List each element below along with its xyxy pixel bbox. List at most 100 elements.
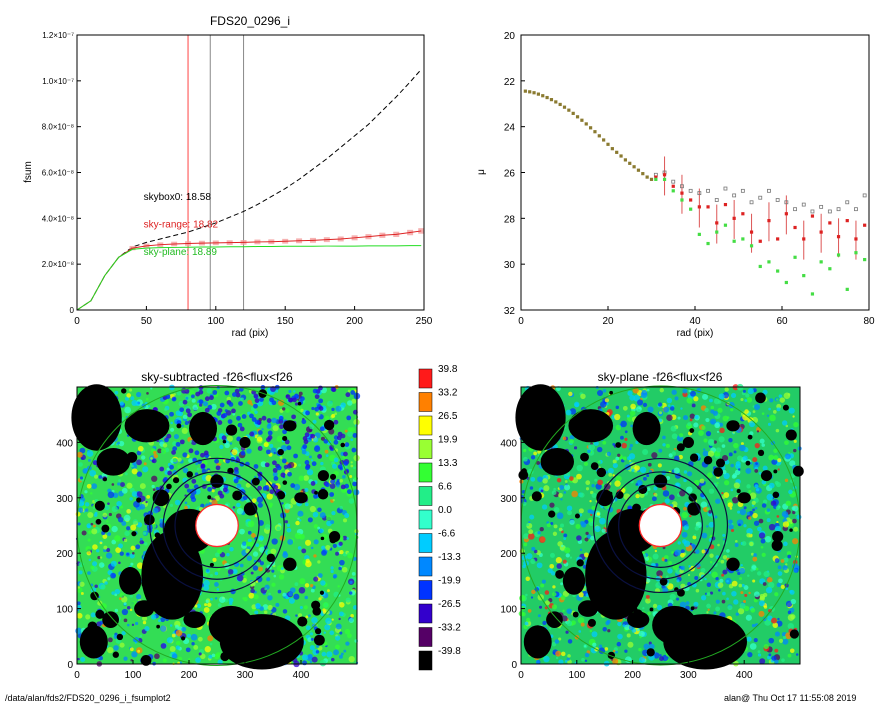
noise-blob xyxy=(294,582,299,587)
mask-blob xyxy=(523,625,552,659)
colorbar-swatch xyxy=(418,533,433,553)
noise-blob xyxy=(111,483,115,486)
noise-blob xyxy=(334,635,341,641)
noise-blob xyxy=(643,476,647,481)
noise-blob xyxy=(153,450,157,455)
mask-blob xyxy=(101,524,110,533)
noise-blob xyxy=(768,523,776,531)
noise-blob xyxy=(544,590,550,595)
noise-blob xyxy=(561,615,568,622)
noise-blob xyxy=(136,450,142,456)
noise-blob xyxy=(571,490,578,498)
noise-blob xyxy=(560,595,566,601)
noise-blob xyxy=(115,547,122,554)
noise-blob xyxy=(750,568,754,572)
colorbar-swatch xyxy=(418,509,433,530)
noise-blob xyxy=(537,614,541,618)
inner-profile-point xyxy=(523,89,527,93)
noise-blob xyxy=(778,638,784,643)
noise-blob xyxy=(750,607,756,613)
noise-blob xyxy=(666,414,673,421)
noise-blob xyxy=(709,591,714,595)
noise-blob xyxy=(111,525,118,533)
noise-blob xyxy=(261,415,267,421)
noise-blob xyxy=(92,544,98,550)
noise-blob xyxy=(182,414,188,420)
noise-blob xyxy=(131,468,138,475)
noise-blob xyxy=(350,464,354,468)
noise-blob xyxy=(657,463,662,468)
noise-blob xyxy=(629,443,633,448)
noise-blob xyxy=(310,433,316,439)
noise-blob xyxy=(194,604,198,608)
noise-blob xyxy=(347,552,353,559)
noise-blob xyxy=(700,574,705,579)
noise-blob xyxy=(565,409,572,416)
x-tick-label: 80 xyxy=(863,316,875,327)
noise-blob xyxy=(191,398,196,403)
noise-blob xyxy=(82,468,89,474)
x-tick-label: 200 xyxy=(624,670,641,681)
noise-blob xyxy=(275,602,280,607)
noise-blob xyxy=(237,422,243,428)
noise-blob xyxy=(350,390,356,395)
noise-blob xyxy=(123,514,131,522)
x-tick-label: 200 xyxy=(181,670,198,681)
sky-plane-point xyxy=(723,223,728,227)
noise-blob xyxy=(270,548,277,555)
noise-blob xyxy=(615,456,620,461)
noise-blob xyxy=(273,475,279,481)
noise-blob xyxy=(749,541,754,547)
sky-plane-point xyxy=(845,287,849,291)
noise-blob xyxy=(329,630,335,636)
noise-blob xyxy=(782,521,790,528)
noise-blob xyxy=(519,594,526,602)
mask-blob xyxy=(747,434,753,440)
x-tick-label: 300 xyxy=(680,670,697,681)
noise-blob xyxy=(540,489,544,493)
noise-blob xyxy=(142,615,148,622)
sky-plane-point xyxy=(689,207,693,211)
noise-blob xyxy=(722,538,726,541)
noise-blob xyxy=(205,474,212,482)
noise-blob xyxy=(753,520,760,526)
y-tick-label: 6.0×10⁻⁸ xyxy=(42,169,74,178)
noise-blob xyxy=(353,489,360,496)
noise-blob xyxy=(345,641,350,646)
noise-blob xyxy=(162,443,168,448)
noise-blob xyxy=(585,487,590,491)
noise-blob xyxy=(663,406,670,413)
mu-plot-frame xyxy=(520,34,870,311)
noise-blob xyxy=(231,408,236,414)
noise-blob xyxy=(671,433,678,440)
noise-blob xyxy=(90,612,96,618)
noise-blob xyxy=(521,611,526,617)
noise-blob xyxy=(123,538,128,542)
noise-blob xyxy=(118,597,122,600)
skybox-point xyxy=(767,188,771,193)
noise-blob xyxy=(298,475,305,482)
noise-blob xyxy=(235,392,241,398)
noise-blob xyxy=(250,581,256,587)
noise-blob xyxy=(764,536,772,543)
noise-blob xyxy=(174,499,181,506)
noise-blob xyxy=(187,633,191,638)
noise-blob xyxy=(305,539,312,546)
noise-blob xyxy=(707,608,710,611)
inner-profile-point xyxy=(575,115,580,119)
inner-profile-point xyxy=(619,154,623,158)
noise-blob xyxy=(120,482,125,487)
noise-blob xyxy=(261,428,264,431)
noise-blob xyxy=(253,393,259,399)
noise-blob xyxy=(787,610,792,615)
noise-blob xyxy=(752,457,758,463)
noise-blob xyxy=(88,558,92,562)
curve-annotation: skybox0: 18.58 xyxy=(144,192,212,203)
noise-blob xyxy=(711,571,718,578)
noise-blob xyxy=(594,478,598,482)
noise-blob xyxy=(765,587,773,594)
mask-blob xyxy=(140,655,152,666)
inner-profile-point xyxy=(597,134,601,138)
noise-blob xyxy=(295,614,298,617)
noise-blob xyxy=(160,643,167,649)
